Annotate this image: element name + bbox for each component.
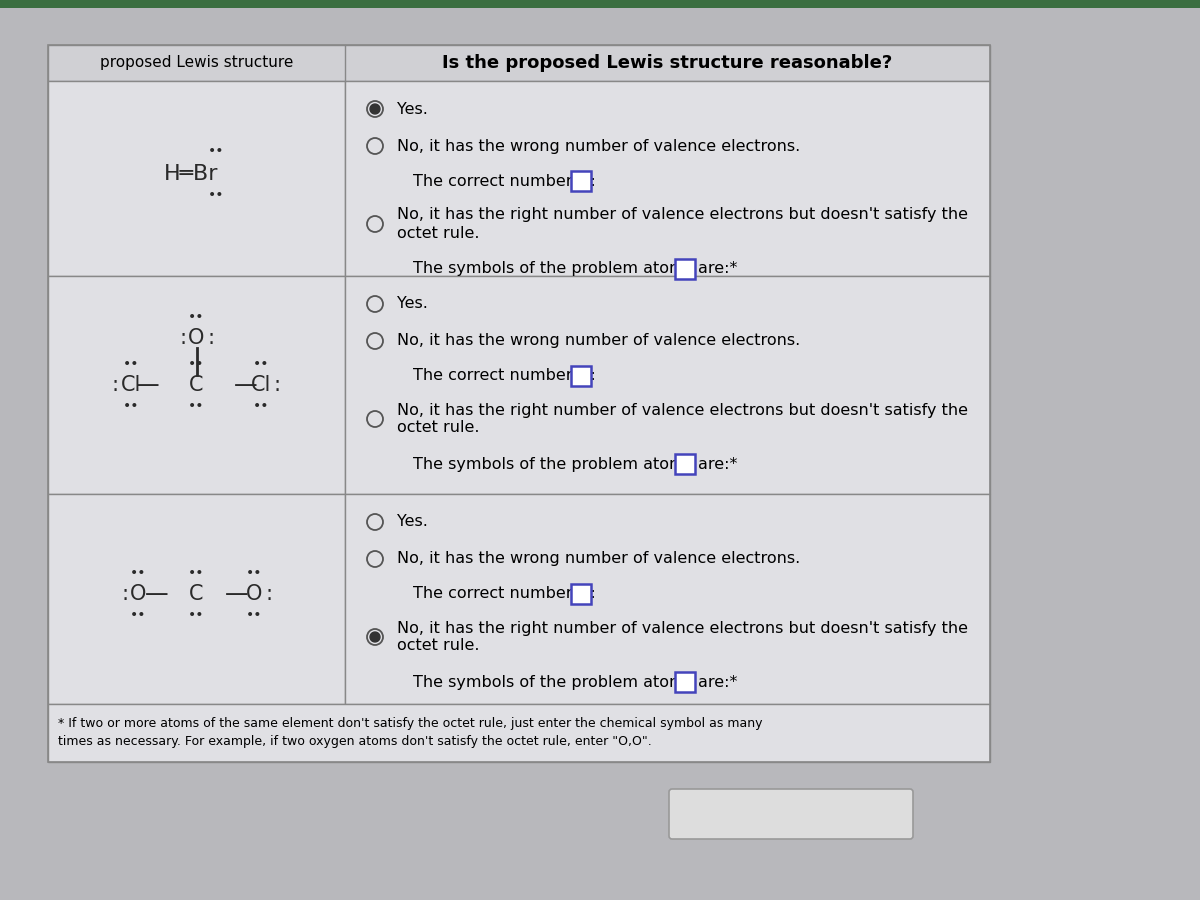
FancyBboxPatch shape: [670, 789, 913, 839]
Text: :: :: [112, 375, 119, 395]
Text: :: :: [265, 584, 272, 604]
Bar: [48, 704, 990, 762]
Text: octet rule.: octet rule.: [397, 226, 480, 240]
Text: ••: ••: [188, 357, 205, 371]
Text: Is the proposed Lewis structure reasonable?: Is the proposed Lewis structure reasonab…: [443, 54, 893, 72]
Bar: [674, 454, 695, 474]
Text: ?: ?: [858, 804, 870, 824]
Text: No, it has the wrong number of valence electrons.: No, it has the wrong number of valence e…: [397, 139, 800, 154]
Text: O: O: [246, 584, 263, 604]
Bar: [48, 494, 346, 704]
Text: ••: ••: [246, 566, 263, 580]
Text: * If two or more atoms of the same element don't satisfy the octet rule, just en: * If two or more atoms of the same eleme…: [58, 717, 762, 749]
Text: ••: ••: [124, 399, 139, 413]
Text: :: :: [121, 584, 128, 604]
Text: The symbols of the problem atoms are:*: The symbols of the problem atoms are:*: [413, 456, 737, 472]
Text: O: O: [188, 328, 205, 348]
Text: Yes.: Yes.: [397, 515, 428, 529]
Text: No, it has the right number of valence electrons but doesn't satisfy the: No, it has the right number of valence e…: [397, 402, 968, 418]
Text: No, it has the wrong number of valence electrons.: No, it has the wrong number of valence e…: [397, 552, 800, 566]
Text: ••: ••: [188, 566, 205, 580]
Text: ••: ••: [209, 145, 224, 158]
Text: ••: ••: [131, 608, 146, 622]
Bar: [0, 0, 1200, 8]
Text: ••: ••: [124, 357, 139, 371]
Text: C: C: [190, 584, 204, 604]
Text: Cl: Cl: [251, 375, 271, 395]
Bar: [346, 494, 990, 704]
Text: The symbols of the problem atoms are:*: The symbols of the problem atoms are:*: [413, 262, 737, 276]
Bar: [571, 171, 592, 191]
Text: O: O: [131, 584, 146, 604]
Text: The correct number is:: The correct number is:: [413, 174, 595, 188]
Text: ••: ••: [188, 608, 205, 622]
Circle shape: [370, 104, 380, 114]
Text: —: —: [145, 582, 168, 606]
Text: octet rule.: octet rule.: [397, 638, 480, 653]
Text: ••: ••: [253, 357, 270, 371]
Bar: [48, 45, 990, 762]
Bar: [48, 45, 990, 81]
Text: ••: ••: [209, 188, 224, 202]
Bar: [571, 366, 592, 386]
Text: :: :: [274, 375, 281, 395]
Text: —: —: [234, 373, 257, 397]
Text: octet rule.: octet rule.: [397, 420, 480, 436]
Text: ••: ••: [131, 566, 146, 580]
Text: —: —: [224, 582, 248, 606]
Text: ••: ••: [246, 608, 263, 622]
Text: H═Br: H═Br: [164, 164, 218, 184]
Text: Cl: Cl: [121, 375, 142, 395]
Bar: [571, 584, 592, 604]
Text: ↺: ↺: [782, 802, 802, 826]
Text: X: X: [716, 804, 731, 824]
Text: No, it has the wrong number of valence electrons.: No, it has the wrong number of valence e…: [397, 334, 800, 348]
Text: The correct number is:: The correct number is:: [413, 368, 595, 383]
Text: :: :: [179, 328, 186, 348]
Text: ••: ••: [188, 399, 205, 413]
Text: The correct number is:: The correct number is:: [413, 587, 595, 601]
Circle shape: [370, 632, 380, 642]
Bar: [48, 276, 346, 494]
Text: ••: ••: [188, 310, 205, 324]
Text: ••: ••: [253, 399, 270, 413]
Bar: [674, 259, 695, 279]
Text: —: —: [136, 373, 160, 397]
Text: Yes.: Yes.: [397, 102, 428, 116]
Text: :: :: [208, 328, 214, 348]
Bar: [674, 672, 695, 692]
Text: No, it has the right number of valence electrons but doesn't satisfy the: No, it has the right number of valence e…: [397, 620, 968, 635]
Text: No, it has the right number of valence electrons but doesn't satisfy the: No, it has the right number of valence e…: [397, 208, 968, 222]
Text: proposed Lewis structure: proposed Lewis structure: [100, 56, 293, 70]
Text: C: C: [190, 375, 204, 395]
Bar: [346, 276, 990, 494]
Text: Yes.: Yes.: [397, 296, 428, 311]
Text: The symbols of the problem atoms are:*: The symbols of the problem atoms are:*: [413, 674, 737, 689]
Bar: [48, 81, 346, 276]
Bar: [346, 81, 990, 276]
